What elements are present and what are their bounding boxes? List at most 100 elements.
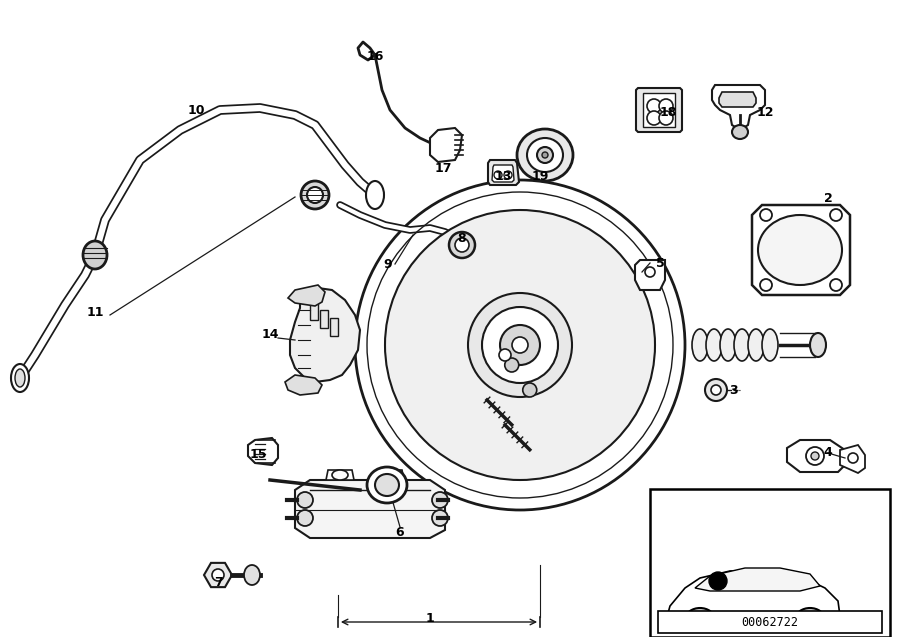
Ellipse shape [527, 138, 563, 172]
Polygon shape [752, 205, 850, 295]
Polygon shape [326, 470, 354, 480]
Ellipse shape [301, 181, 329, 209]
Polygon shape [635, 260, 665, 290]
Ellipse shape [709, 572, 727, 590]
Text: 15: 15 [249, 448, 266, 461]
Polygon shape [290, 288, 360, 382]
Ellipse shape [504, 171, 512, 179]
Ellipse shape [212, 569, 224, 581]
Polygon shape [719, 92, 756, 107]
Ellipse shape [523, 383, 536, 397]
Polygon shape [665, 571, 840, 624]
Ellipse shape [760, 279, 772, 291]
Text: 1: 1 [426, 612, 435, 624]
Ellipse shape [332, 470, 348, 480]
Ellipse shape [83, 241, 107, 269]
Polygon shape [204, 563, 232, 587]
Ellipse shape [297, 510, 313, 526]
Polygon shape [320, 310, 328, 328]
Ellipse shape [367, 467, 407, 503]
Polygon shape [636, 88, 682, 132]
Text: 2: 2 [824, 192, 832, 204]
Polygon shape [248, 438, 278, 465]
Ellipse shape [512, 337, 528, 353]
Text: 11: 11 [86, 306, 104, 318]
Polygon shape [310, 300, 318, 320]
Ellipse shape [705, 379, 727, 401]
Polygon shape [285, 375, 322, 395]
Text: 5: 5 [655, 257, 664, 269]
Ellipse shape [307, 187, 323, 203]
Polygon shape [330, 318, 338, 336]
Text: 6: 6 [396, 526, 404, 538]
Ellipse shape [537, 147, 553, 163]
Text: 16: 16 [366, 50, 383, 62]
Ellipse shape [803, 613, 817, 623]
Ellipse shape [762, 329, 778, 361]
Text: 3: 3 [730, 383, 738, 396]
Ellipse shape [686, 608, 714, 628]
Ellipse shape [432, 510, 448, 526]
Ellipse shape [542, 152, 548, 158]
Ellipse shape [500, 325, 540, 365]
Ellipse shape [711, 385, 721, 395]
Ellipse shape [758, 215, 842, 285]
Ellipse shape [848, 453, 858, 463]
Polygon shape [376, 470, 404, 480]
Text: 4: 4 [824, 447, 832, 459]
Ellipse shape [449, 232, 475, 258]
Polygon shape [488, 160, 519, 185]
Ellipse shape [15, 369, 25, 387]
Ellipse shape [297, 492, 313, 508]
Ellipse shape [382, 470, 398, 480]
Ellipse shape [732, 125, 748, 139]
Ellipse shape [494, 171, 502, 179]
Ellipse shape [706, 329, 722, 361]
Ellipse shape [830, 279, 842, 291]
Text: 8: 8 [458, 231, 466, 245]
Ellipse shape [647, 99, 661, 113]
Ellipse shape [693, 613, 707, 623]
Ellipse shape [806, 447, 824, 465]
Polygon shape [695, 568, 820, 591]
Text: 00062722: 00062722 [742, 615, 798, 629]
Ellipse shape [659, 99, 673, 113]
Polygon shape [787, 440, 845, 472]
Polygon shape [288, 285, 325, 306]
Polygon shape [295, 480, 445, 538]
Ellipse shape [432, 492, 448, 508]
Text: 12: 12 [756, 106, 774, 118]
Text: 13: 13 [494, 169, 512, 182]
Ellipse shape [720, 329, 736, 361]
Text: 18: 18 [660, 106, 677, 118]
Text: 9: 9 [383, 257, 392, 271]
Text: 19: 19 [531, 169, 549, 182]
Bar [650, 489, 890, 637]
Ellipse shape [505, 358, 518, 372]
Text: 17: 17 [435, 162, 452, 175]
Bar [658, 611, 882, 633]
Ellipse shape [796, 608, 824, 628]
Polygon shape [643, 93, 675, 127]
Ellipse shape [499, 349, 511, 361]
Ellipse shape [455, 238, 469, 252]
Ellipse shape [692, 329, 708, 361]
Ellipse shape [659, 111, 673, 125]
Ellipse shape [760, 209, 772, 221]
Ellipse shape [830, 209, 842, 221]
Ellipse shape [734, 329, 750, 361]
Ellipse shape [647, 111, 661, 125]
Text: 14: 14 [261, 327, 279, 341]
Ellipse shape [482, 307, 558, 383]
Ellipse shape [748, 329, 764, 361]
Ellipse shape [385, 210, 655, 480]
Polygon shape [840, 445, 865, 473]
Ellipse shape [811, 452, 819, 460]
Ellipse shape [645, 267, 655, 277]
Ellipse shape [375, 474, 399, 496]
Ellipse shape [810, 333, 826, 357]
Ellipse shape [468, 293, 572, 397]
Ellipse shape [517, 129, 573, 181]
Text: 10: 10 [187, 103, 205, 117]
Polygon shape [712, 85, 765, 130]
